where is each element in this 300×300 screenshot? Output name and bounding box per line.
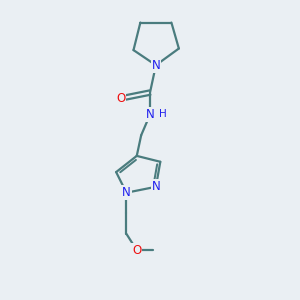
Text: O: O: [116, 92, 125, 105]
Text: N: N: [152, 59, 160, 72]
Text: N: N: [146, 108, 154, 121]
Text: H: H: [159, 109, 167, 119]
Text: N: N: [122, 186, 131, 199]
Text: O: O: [132, 244, 141, 256]
Text: N: N: [152, 180, 160, 193]
